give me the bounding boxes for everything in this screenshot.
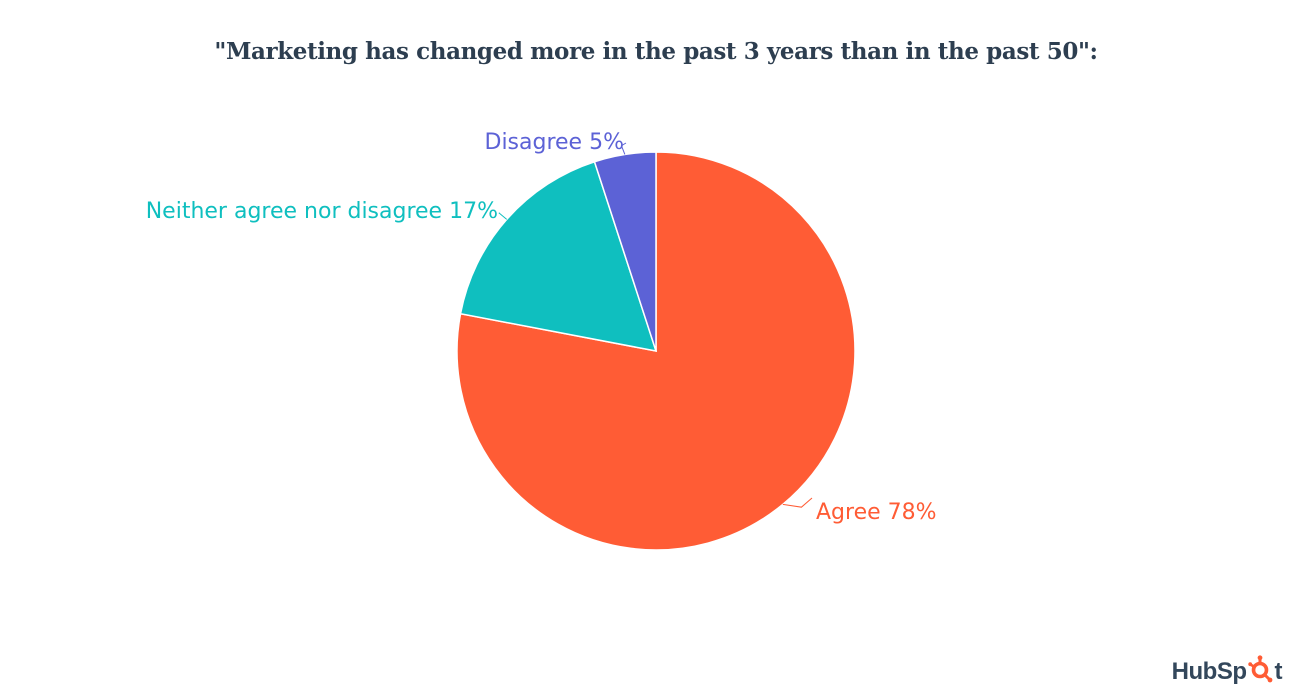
sprocket-icon <box>1247 654 1274 690</box>
leader-line-neither-agree-nor-disagree <box>498 212 508 220</box>
leader-line-disagree <box>620 142 627 155</box>
logo-text-t: t <box>1274 658 1283 685</box>
pie-slice-agree <box>456 151 856 551</box>
logo-text-hub: Hub <box>1171 658 1218 685</box>
slice-label-agree: Agree 78% <box>816 500 937 525</box>
hubspot-logo: Hub Sp t <box>1171 654 1283 686</box>
pie-slice-disagree <box>593 151 657 352</box>
slice-label-disagree: Disagree 5% <box>485 130 625 155</box>
slice-label-neither-agree-nor-disagree: Neither agree nor disagree 17% <box>146 199 498 224</box>
logo-text-sp: Sp <box>1216 658 1247 685</box>
pie-slice-neither-agree-nor-disagree <box>459 160 658 352</box>
leader-line-agree <box>782 497 813 508</box>
chart-title: "Marketing has changed more in the past … <box>214 38 1098 65</box>
